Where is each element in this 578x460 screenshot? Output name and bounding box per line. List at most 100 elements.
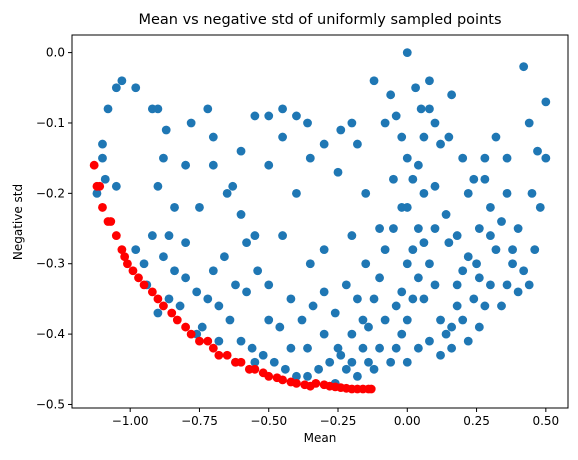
scatter-point-s0-91 — [170, 266, 179, 276]
scatter-point-s0-32 — [347, 118, 357, 128]
scatter-point-s0-89 — [192, 287, 202, 297]
scatter-point-s0-117 — [336, 350, 346, 360]
scatter-point-s0-26 — [264, 111, 274, 121]
scatter-point-s0-186 — [278, 132, 287, 142]
scatter-point-s0-154 — [402, 315, 412, 325]
scatter-point-s0-110 — [353, 294, 362, 304]
scatter-point-s0-159 — [413, 343, 423, 353]
scatter-point-s0-25 — [250, 111, 260, 121]
scatter-point-s0-185 — [264, 160, 274, 170]
scatter-point-s0-72 — [375, 273, 384, 283]
scatter-point-s0-204 — [502, 188, 512, 198]
scatter-point-s0-121 — [380, 315, 390, 325]
scatter-point-s0-187 — [305, 153, 315, 163]
scatter-point-s0-151 — [430, 224, 440, 233]
scatter-point-s0-7 — [161, 125, 171, 135]
scatter-point-s0-23 — [228, 181, 238, 191]
scatter-point-s0-27 — [278, 104, 287, 114]
scatter-point-s0-50 — [519, 62, 529, 72]
scatter-point-s0-13 — [139, 259, 149, 269]
scatter-point-s0-15 — [164, 231, 174, 240]
scatter-point-s0-120 — [369, 364, 379, 374]
scatter-point-s0-74 — [358, 315, 368, 325]
scatter-point-s0-157 — [386, 357, 396, 367]
scatter-point-s0-8 — [98, 153, 107, 163]
x-tick-label: 0.00 — [394, 414, 421, 428]
scatter-point-s0-28 — [292, 111, 301, 121]
scatter-point-s0-95 — [175, 301, 185, 311]
scatter-point-s1-19 — [186, 329, 196, 339]
scatter-point-s0-34 — [369, 76, 379, 86]
scatter-point-s1-5 — [106, 217, 116, 226]
scatter-point-s1-13 — [147, 287, 157, 297]
scatter-point-s1-15 — [159, 301, 168, 311]
chart-title: Mean vs negative std of uniformly sample… — [138, 12, 501, 28]
scatter-point-s0-99 — [231, 280, 240, 290]
scatter-point-s1-26 — [236, 357, 246, 367]
scatter-point-s0-163 — [452, 280, 462, 290]
scatter-point-s0-78 — [314, 364, 324, 374]
scatter-point-s0-165 — [474, 273, 484, 283]
scatter-point-s0-170 — [402, 153, 412, 163]
scatter-point-s0-37 — [397, 132, 407, 142]
scatter-point-s0-41 — [425, 76, 434, 86]
scatter-point-s0-173 — [361, 259, 371, 269]
scatter-point-s0-197 — [197, 322, 207, 332]
scatter-point-s0-123 — [397, 287, 407, 297]
scatter-point-s0-177 — [236, 210, 246, 219]
scatter-point-s0-127 — [419, 294, 429, 304]
scatter-point-s0-152 — [419, 238, 429, 248]
scatter-point-s0-36 — [391, 111, 401, 121]
scatter-point-s1-0 — [89, 160, 99, 170]
scatter-point-s0-100 — [242, 287, 251, 297]
scatter-point-s0-75 — [347, 329, 357, 339]
scatter-point-s1-18 — [181, 322, 191, 332]
scatter-point-s0-77 — [325, 357, 335, 367]
scatter-point-s0-65 — [441, 210, 451, 219]
scatter-point-s0-129 — [430, 280, 440, 290]
scatter-point-s0-160 — [425, 336, 434, 346]
scatter-point-s1-34 — [292, 378, 301, 388]
scatter-point-s0-108 — [330, 308, 340, 318]
scatter-point-s0-176 — [250, 231, 260, 240]
scatter-point-s0-128 — [425, 259, 434, 269]
scatter-point-s0-54 — [541, 153, 551, 163]
scatter-point-s1-3 — [98, 203, 107, 212]
x-axis-label: Mean — [304, 431, 337, 445]
scatter-point-s0-106 — [308, 301, 318, 311]
scatter-point-s0-113 — [364, 357, 373, 367]
scatter-point-s0-92 — [159, 252, 168, 262]
scatter-point-s0-144 — [524, 280, 534, 290]
scatter-point-s0-130 — [436, 315, 445, 325]
scatter-point-s0-172 — [375, 224, 384, 233]
scatter-point-s0-63 — [463, 188, 473, 198]
scatter-point-s0-194 — [250, 357, 260, 367]
scatter-point-s0-112 — [375, 343, 384, 353]
scatter-point-s0-86 — [225, 315, 235, 325]
scatter-point-s0-94 — [153, 308, 163, 318]
scatter-point-s0-124 — [402, 259, 412, 269]
scatter-point-s0-107 — [319, 287, 329, 297]
scatter-point-s0-168 — [413, 160, 423, 170]
scatter-point-s0-29 — [303, 118, 312, 128]
scatter-point-s0-73 — [369, 294, 379, 304]
scatter-point-s1-32 — [278, 375, 287, 385]
scatter-point-s0-105 — [297, 315, 307, 325]
scatter-point-s0-146 — [497, 217, 506, 226]
scatter-point-s0-171 — [389, 174, 398, 184]
scatter-point-s0-169 — [419, 132, 429, 142]
scatter-point-s0-149 — [458, 266, 468, 276]
scatter-point-s0-182 — [305, 259, 315, 269]
scatter-point-s1-21 — [203, 336, 213, 346]
scatter-point-s0-56 — [513, 224, 523, 233]
scatter-point-s0-155 — [397, 329, 407, 339]
scatter-point-s0-11 — [111, 181, 121, 191]
scatter-point-s0-189 — [386, 90, 396, 100]
y-tick-label: −0.2 — [36, 186, 65, 200]
scatter-point-s0-16 — [153, 181, 163, 191]
scatter-point-s0-39 — [411, 83, 420, 93]
scatter-point-s0-12 — [131, 245, 141, 255]
scatter-point-s0-137 — [474, 322, 484, 332]
